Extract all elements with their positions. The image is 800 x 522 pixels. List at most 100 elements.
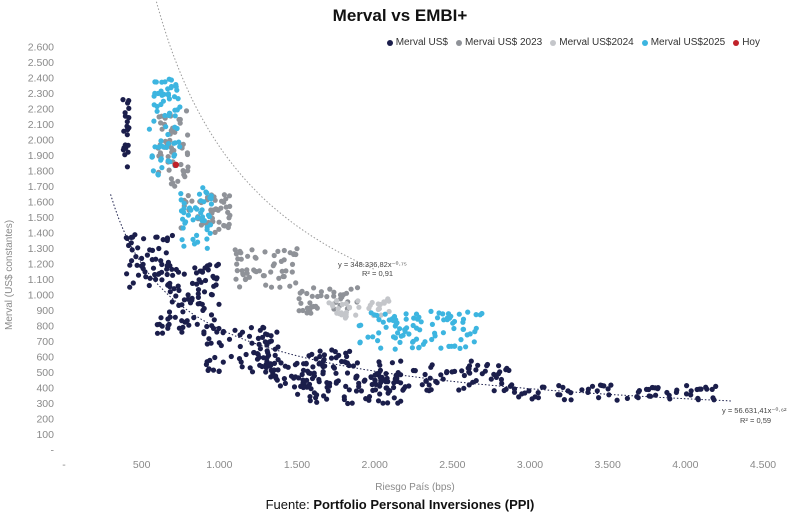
data-point — [159, 323, 165, 329]
data-point — [153, 256, 159, 262]
data-point — [142, 269, 148, 275]
data-point — [238, 256, 244, 262]
y-tick-label: 2.000 — [28, 135, 54, 147]
data-point — [204, 323, 210, 330]
data-point — [237, 248, 243, 254]
data-point — [221, 199, 227, 205]
data-point — [128, 234, 134, 240]
data-point — [204, 245, 210, 251]
y-tick-label: 1.200 — [28, 259, 54, 271]
data-point — [307, 300, 313, 306]
data-point — [464, 332, 470, 338]
data-point — [579, 387, 585, 393]
data-point — [232, 327, 238, 333]
data-point — [276, 275, 282, 281]
data-point — [244, 267, 250, 273]
data-point — [189, 198, 195, 204]
data-point — [324, 294, 330, 300]
legend-item-merval-2024: Merval US$2024 — [550, 37, 634, 48]
data-point — [395, 400, 401, 406]
data-point — [709, 386, 715, 392]
data-point — [134, 262, 140, 268]
data-point — [428, 308, 434, 314]
data-point — [158, 120, 164, 126]
data-point — [473, 367, 479, 373]
data-point — [305, 368, 311, 374]
data-point — [245, 253, 251, 259]
y-tick-label: 600 — [36, 352, 54, 364]
data-point — [376, 317, 382, 323]
data-point — [201, 331, 207, 337]
data-point — [372, 377, 378, 384]
data-point — [304, 290, 310, 297]
data-point — [392, 335, 398, 341]
data-point — [643, 386, 650, 392]
y-tick-label: 700 — [36, 336, 54, 348]
data-point — [163, 250, 169, 256]
data-point — [165, 154, 171, 160]
data-point — [168, 83, 175, 90]
data-point — [358, 388, 364, 394]
data-point — [309, 293, 315, 299]
data-point — [146, 282, 152, 289]
data-point — [185, 193, 191, 199]
data-point — [201, 218, 207, 224]
data-point — [165, 323, 171, 329]
chart-footer: Fuente: Portfolio Personal Inversiones (… — [0, 497, 800, 512]
data-point — [306, 381, 313, 387]
data-point — [132, 232, 138, 238]
data-point — [210, 325, 217, 331]
data-point — [416, 314, 422, 320]
data-point — [532, 394, 538, 400]
y-tick-label: 1.500 — [28, 212, 54, 224]
data-point — [624, 395, 631, 401]
data-point — [150, 265, 157, 271]
data-point — [205, 267, 211, 273]
data-point — [183, 108, 190, 114]
data-point — [204, 236, 210, 242]
data-point — [683, 391, 690, 397]
data-point — [188, 207, 194, 213]
data-point — [473, 378, 479, 384]
data-point — [377, 374, 383, 380]
data-point — [380, 319, 386, 325]
data-point — [171, 140, 177, 146]
data-point — [124, 119, 130, 125]
data-point — [165, 86, 171, 92]
data-point — [176, 325, 182, 331]
data-point — [667, 396, 673, 402]
trendlines — [110, 0, 732, 402]
data-point — [341, 396, 347, 403]
data-point — [158, 138, 164, 144]
x-tick-label: - — [62, 459, 66, 471]
data-point — [264, 348, 270, 354]
data-point — [522, 390, 528, 396]
data-point — [176, 302, 182, 308]
data-point — [172, 314, 178, 320]
data-point — [181, 243, 187, 249]
legend-marker — [386, 39, 393, 46]
data-point — [313, 356, 319, 362]
data-point — [434, 380, 440, 386]
data-point — [381, 377, 387, 383]
data-point — [356, 380, 362, 386]
y-tick-label: 1.100 — [28, 274, 54, 286]
data-point — [338, 310, 345, 316]
legend-marker — [641, 39, 648, 46]
data-point — [206, 214, 212, 220]
data-point — [185, 164, 191, 170]
data-point — [138, 263, 145, 269]
data-point — [127, 284, 133, 290]
data-point — [448, 313, 454, 319]
x-tick-label: 2.000 — [362, 459, 388, 471]
data-point — [220, 359, 226, 365]
data-point — [195, 239, 201, 245]
data-point — [165, 91, 171, 97]
legend-label: Merval US$2025 — [650, 37, 726, 48]
data-point — [377, 367, 383, 373]
data-point — [169, 232, 175, 239]
data-point — [168, 77, 174, 83]
data-point — [446, 343, 452, 349]
data-point — [293, 251, 299, 258]
data-point — [293, 280, 299, 286]
